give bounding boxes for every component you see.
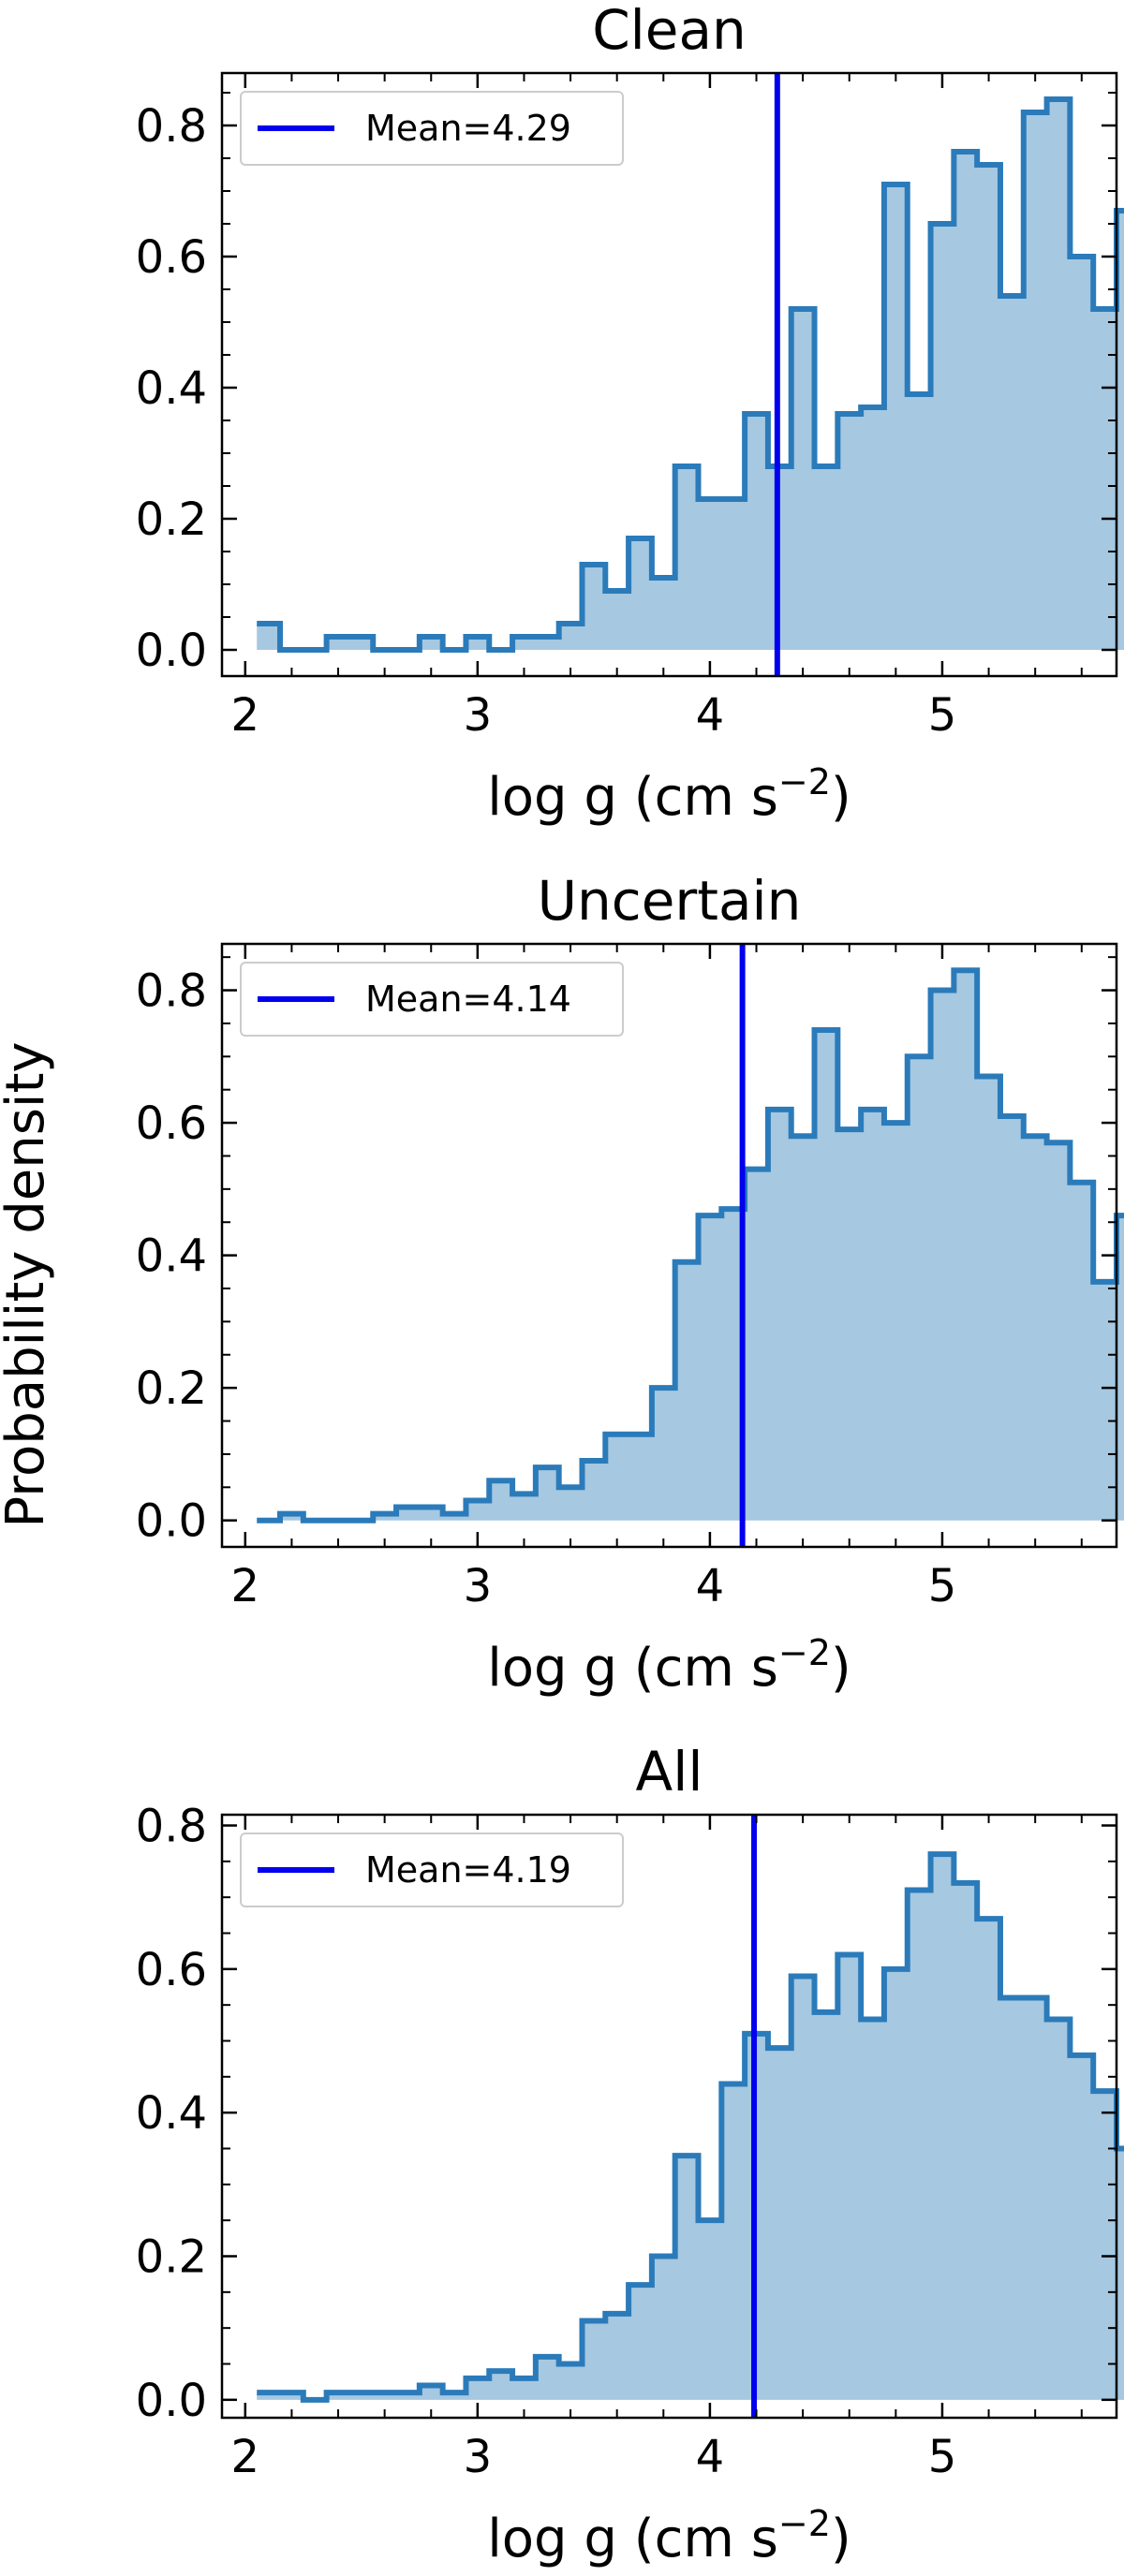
legend-box xyxy=(240,1833,624,1907)
y-tick-label: 0.0 xyxy=(136,1495,207,1548)
y-tick-label: 0.8 xyxy=(136,100,207,153)
x-tick-label: 3 xyxy=(464,1560,493,1612)
y-tick-label: 0.6 xyxy=(136,1944,207,1996)
axes-frame xyxy=(220,1813,1118,2420)
legend-box xyxy=(240,962,624,1037)
legend-box xyxy=(240,91,624,166)
x-tick-label: 4 xyxy=(696,1560,725,1612)
histogram-step-line xyxy=(257,96,1124,653)
y-tick-label: 0.2 xyxy=(136,493,207,546)
y-tick-label: 0.2 xyxy=(136,2231,207,2284)
histogram-step-line xyxy=(257,967,1124,1524)
chart-title: All xyxy=(636,1740,703,1803)
axes-frame xyxy=(220,71,1118,678)
y-tick-label: 0.6 xyxy=(136,1097,207,1150)
y-tick-label: 0.0 xyxy=(136,2375,207,2427)
histogram-fill xyxy=(257,1854,1124,2400)
x-axis-label: log g (cm s−2) xyxy=(487,761,851,828)
x-axis-label: log g (cm s−2) xyxy=(487,2503,851,2569)
x-tick-label: 4 xyxy=(696,689,725,742)
y-tick-label: 0.4 xyxy=(136,1230,207,1283)
axes-frame xyxy=(220,942,1118,1549)
chart-title: Clean xyxy=(592,0,747,62)
y-tick-label: 0.4 xyxy=(136,2087,207,2140)
x-tick-label: 2 xyxy=(231,2431,260,2483)
x-tick-label: 3 xyxy=(464,689,493,742)
histogram-fill xyxy=(257,970,1124,1521)
x-tick-label: 3 xyxy=(464,2431,493,2483)
legend-label: Mean=4.19 xyxy=(365,1849,571,1891)
histogram-fill xyxy=(257,99,1124,650)
panel-2: 2 3 4 5 0.0 0.2 0.4 0.6 0.8 Uncertain log g (cm s−… xyxy=(136,869,1124,1699)
x-tick-label: 2 xyxy=(231,689,260,742)
x-tick-label: 2 xyxy=(231,1560,260,1612)
x-axis-label: log g (cm s−2) xyxy=(487,1632,851,1699)
y-tick-label: 0.8 xyxy=(136,1801,207,1853)
y-tick-label: 0.0 xyxy=(136,625,207,677)
y-axis-label: Probability density xyxy=(0,1041,56,1527)
x-tick-label: 5 xyxy=(928,1560,957,1612)
x-tick-label: 4 xyxy=(696,2431,725,2483)
legend-label: Mean=4.14 xyxy=(365,979,571,1020)
y-tick-label: 0.6 xyxy=(136,231,207,284)
panel-1: 2 3 4 5 0.0 0.2 0.4 0.6 0.8 Clean log g (cm s−2) Me… xyxy=(136,0,1124,828)
y-tick-label: 0.4 xyxy=(136,362,207,415)
panel-3: 2 3 4 5 0.0 0.2 0.4 0.6 0.8 All log g (cm s−2) Mean… xyxy=(136,1740,1124,2569)
legend-label: Mean=4.29 xyxy=(365,108,571,149)
x-tick-label: 5 xyxy=(928,689,957,742)
x-tick-label: 5 xyxy=(928,2431,957,2483)
y-tick-label: 0.8 xyxy=(136,965,207,1018)
histogram-step-line xyxy=(257,1851,1124,2403)
y-tick-label: 0.2 xyxy=(136,1362,207,1415)
chart-title: Uncertain xyxy=(538,869,802,933)
